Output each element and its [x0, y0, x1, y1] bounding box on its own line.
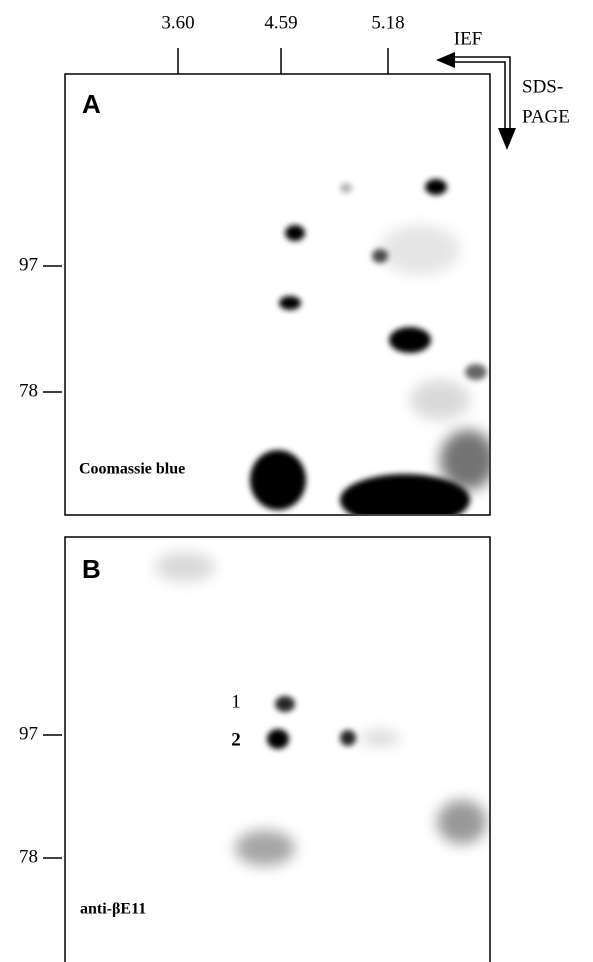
mw-label: 78 — [19, 380, 38, 401]
stain-label: anti-βE11 — [80, 901, 146, 918]
gel-a-spots — [250, 179, 489, 514]
panel-b-frame — [64, 536, 491, 962]
sds-arrowhead — [498, 128, 516, 150]
mw-ticks — [43, 265, 62, 393]
ief-label: IEF — [454, 28, 483, 49]
pi-label: 4.59 — [264, 12, 297, 33]
panel-a-frame — [64, 73, 491, 516]
pi-label: 5.18 — [371, 12, 404, 33]
mw-label: 97 — [19, 723, 38, 744]
pi-ticks — [177, 48, 389, 74]
panel-label: A — [82, 89, 101, 119]
gel-b-spots — [155, 552, 487, 866]
spot-label: 1 — [231, 691, 241, 712]
ief-arrowhead — [436, 52, 455, 68]
sds-label: SDS- — [522, 76, 563, 97]
panel-label: B — [82, 554, 101, 584]
sds-label: PAGE — [522, 106, 570, 127]
mw-ticks — [43, 734, 62, 859]
stain-label: Coomassie blue — [79, 461, 185, 478]
spot-label: 2 — [231, 729, 241, 750]
pi-label: 3.60 — [161, 12, 194, 33]
mw-label: 78 — [19, 846, 38, 867]
direction-arrows — [448, 56, 511, 130]
mw-label: 97 — [19, 254, 38, 275]
